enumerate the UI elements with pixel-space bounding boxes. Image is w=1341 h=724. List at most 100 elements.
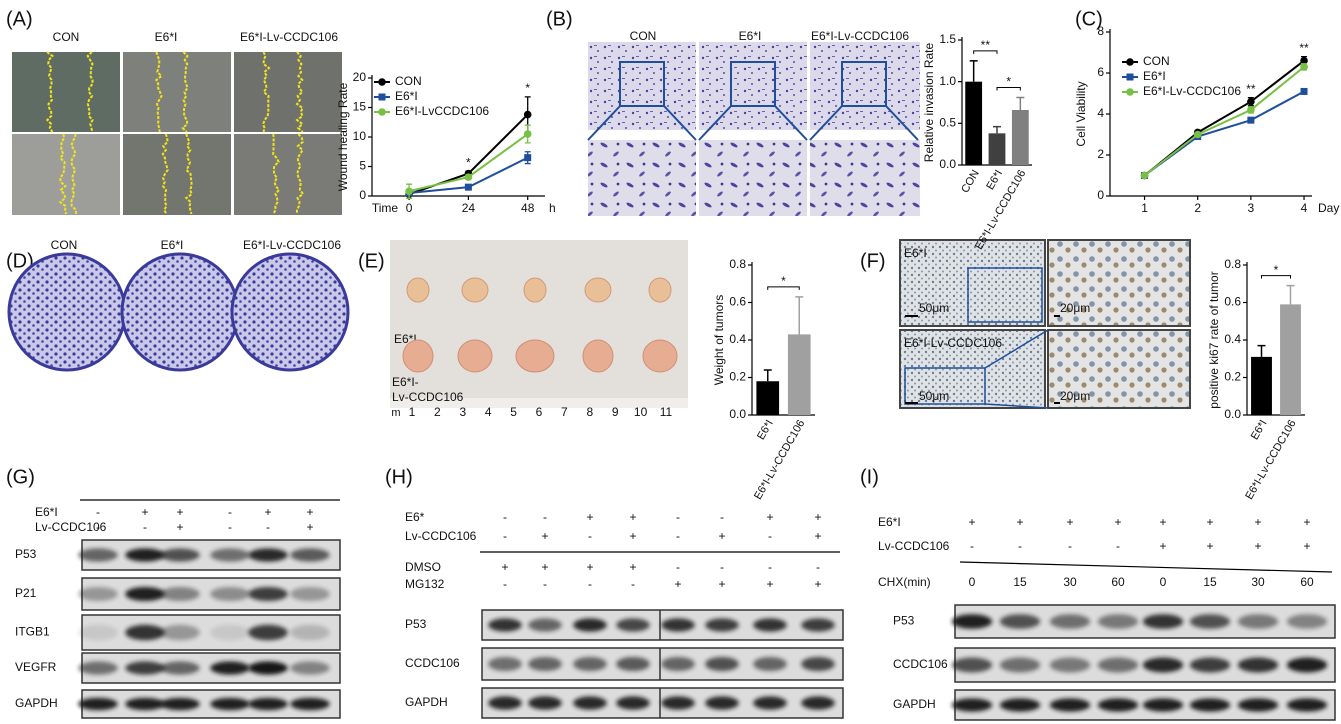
condition-sign: 60 [1111,575,1125,589]
zoom-line [885,105,919,141]
condition-label: E6* [405,510,425,524]
bar [965,81,983,165]
condition-sign: + [629,529,636,543]
ruler-label: 1 [409,405,416,419]
condition-sign: - [970,539,974,553]
condition-sign: + [541,529,548,543]
blot-band [1189,698,1231,712]
condition-label: Lv-CCDC106 [405,529,477,543]
ihc-image [899,239,1046,327]
significance-bracket [996,87,1021,91]
band-label: P53 [893,614,915,628]
condition-sign: + [1254,515,1261,529]
series-line [1143,90,1305,177]
blot-band [999,657,1041,673]
condition-sign: + [1206,539,1213,553]
micrograph [234,134,342,215]
blot-band [125,661,165,675]
blot-band [78,697,118,711]
wound-edge [262,51,271,133]
x-tick-label: 1 [1141,201,1148,215]
band-label: GAPDH [405,695,448,709]
bar [787,334,811,415]
panel-letter: (B) [546,8,573,30]
significance: * [466,155,471,169]
band-label: VEGFR [15,660,57,674]
band-label: ITGB1 [15,625,50,639]
image-label: E6*I [155,30,178,44]
wound-edge [181,51,189,133]
zoom-box [904,367,986,405]
x-tick-label: 0 [406,201,413,215]
ruler-label: m [391,407,400,419]
y-axis-label: positive ki67 rate of tumor [1207,271,1221,408]
image-label: CON [51,238,78,252]
condition-sign: - [676,529,680,543]
wound-images [12,52,342,215]
condition-sign: - [143,520,147,534]
x-tick-label: 2 [1194,201,1201,215]
zoom-box [841,61,887,107]
blot-band [753,618,787,632]
marker [1247,116,1255,124]
tumor [515,339,555,373]
image-label: E6*I-Lv-CCDC106 [904,336,1002,350]
condition-sign: 15 [1203,575,1217,589]
blot-band [290,586,330,602]
wound-edge [45,51,55,133]
condition-sign: + [141,505,148,519]
separator-line [959,561,1333,573]
legend-marker [1126,58,1134,66]
panel-letter: (G) [6,466,35,488]
condition-sign: + [176,520,183,534]
marker [1300,87,1308,95]
legend-label: CON [1143,54,1170,68]
condition-sign: + [629,560,636,574]
condition-sign: - [503,510,507,524]
y-tick-label: 0.6 [729,295,746,309]
condition-sign: 30 [1063,575,1077,589]
condition-sign: 30 [1251,575,1265,589]
blot-band [999,698,1041,712]
condition-sign: - [588,529,592,543]
significance: * [781,274,786,288]
bar [1251,356,1272,415]
scale-bar-label: 50μm [919,301,949,315]
colony-dish [7,252,127,372]
blot-band [125,697,165,711]
blot-band [78,661,118,675]
significance: * [1006,75,1011,89]
micrograph [12,52,120,132]
condition-sign: + [1303,539,1310,553]
blot-band [661,618,695,632]
colony-dish [230,252,350,372]
condition-sign: + [1114,515,1121,529]
blot-band [125,624,165,641]
ruler [390,398,688,408]
condition-sign: + [1303,515,1310,529]
legend-marker [1126,73,1134,81]
wound-edge [161,133,169,215]
y-tick-label: 0.4 [729,332,746,346]
ruler-label: 3 [459,405,466,419]
micrograph [699,140,807,216]
micrograph [12,134,120,215]
tumor [457,339,493,373]
blot-band [999,614,1041,629]
band-label: CCDC106 [893,657,948,671]
ruler-label: 8 [586,405,593,419]
error-cap [524,151,531,165]
y-axis-label: Wound healing Rate [336,82,350,191]
bar [1011,110,1029,165]
error-cap [406,183,413,200]
image-label: E6*I-Lv-CCDC106 [811,29,909,43]
x-axis-unit: h [549,201,556,215]
blot-band [801,656,835,672]
tumor [402,339,434,373]
marker [524,154,532,162]
blot-band [1286,657,1328,673]
ruler-label: 11 [660,405,673,419]
x-tick-label: 4 [1301,201,1308,215]
x-axis-label: Day [1318,201,1339,215]
